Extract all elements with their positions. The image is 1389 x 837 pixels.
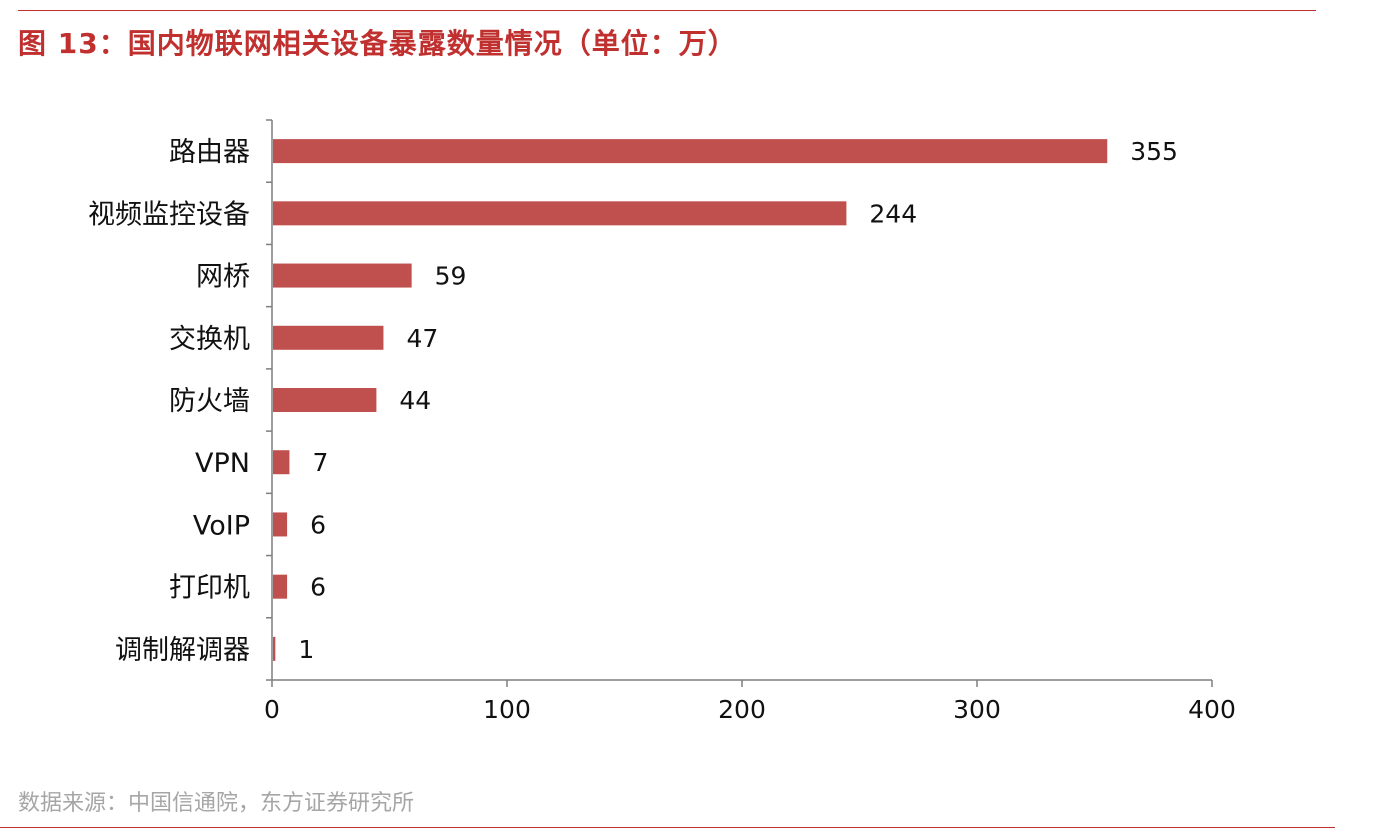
- value-label: 44: [399, 386, 431, 415]
- bar: [273, 574, 288, 599]
- bottom-rule: [0, 827, 1335, 828]
- category-label: 网桥: [196, 262, 250, 293]
- value-label: 355: [1130, 137, 1178, 166]
- value-label: 7: [312, 448, 328, 477]
- bar: [273, 450, 290, 475]
- labels-group: 0 100 200 300 400 路由器 355 视频监控设备 244 网桥 59 交换机 47 防火墙…: [88, 137, 1236, 724]
- bars-group: [273, 139, 1108, 661]
- category-label: 防火墙: [169, 386, 250, 417]
- x-tick-label: 200: [718, 695, 766, 724]
- x-tick-label: 400: [1188, 695, 1236, 724]
- value-label: 47: [406, 324, 438, 353]
- value-label: 59: [435, 262, 467, 291]
- chart-axes: [266, 119, 1213, 687]
- value-label: 6: [310, 510, 326, 539]
- chart-title: 图 13：国内物联网相关设备暴露数量情况（单位：万）: [18, 27, 737, 60]
- bar: [273, 512, 288, 537]
- category-label: 调制解调器: [115, 635, 250, 666]
- bar: [273, 201, 847, 226]
- bar: [273, 325, 384, 350]
- x-tick-label: 100: [483, 695, 531, 724]
- category-label: 交换机: [169, 324, 250, 355]
- top-rule: [18, 10, 1316, 11]
- value-label: 244: [869, 199, 917, 228]
- category-label: VPN: [195, 448, 250, 479]
- category-label: 路由器: [169, 137, 250, 168]
- x-tick-label: 0: [264, 695, 280, 724]
- bar: [273, 263, 412, 288]
- category-label: 视频监控设备: [88, 199, 250, 230]
- value-label: 6: [310, 573, 326, 602]
- bar: [273, 139, 1108, 164]
- bar: [273, 388, 377, 412]
- category-label: 打印机: [169, 573, 250, 604]
- source-note: 数据来源：中国信通院，东方证券研究所: [18, 791, 415, 816]
- bar: [273, 636, 276, 661]
- category-label: VoIP: [193, 510, 250, 541]
- x-tick-label: 300: [953, 695, 1001, 724]
- value-label: 1: [298, 635, 314, 664]
